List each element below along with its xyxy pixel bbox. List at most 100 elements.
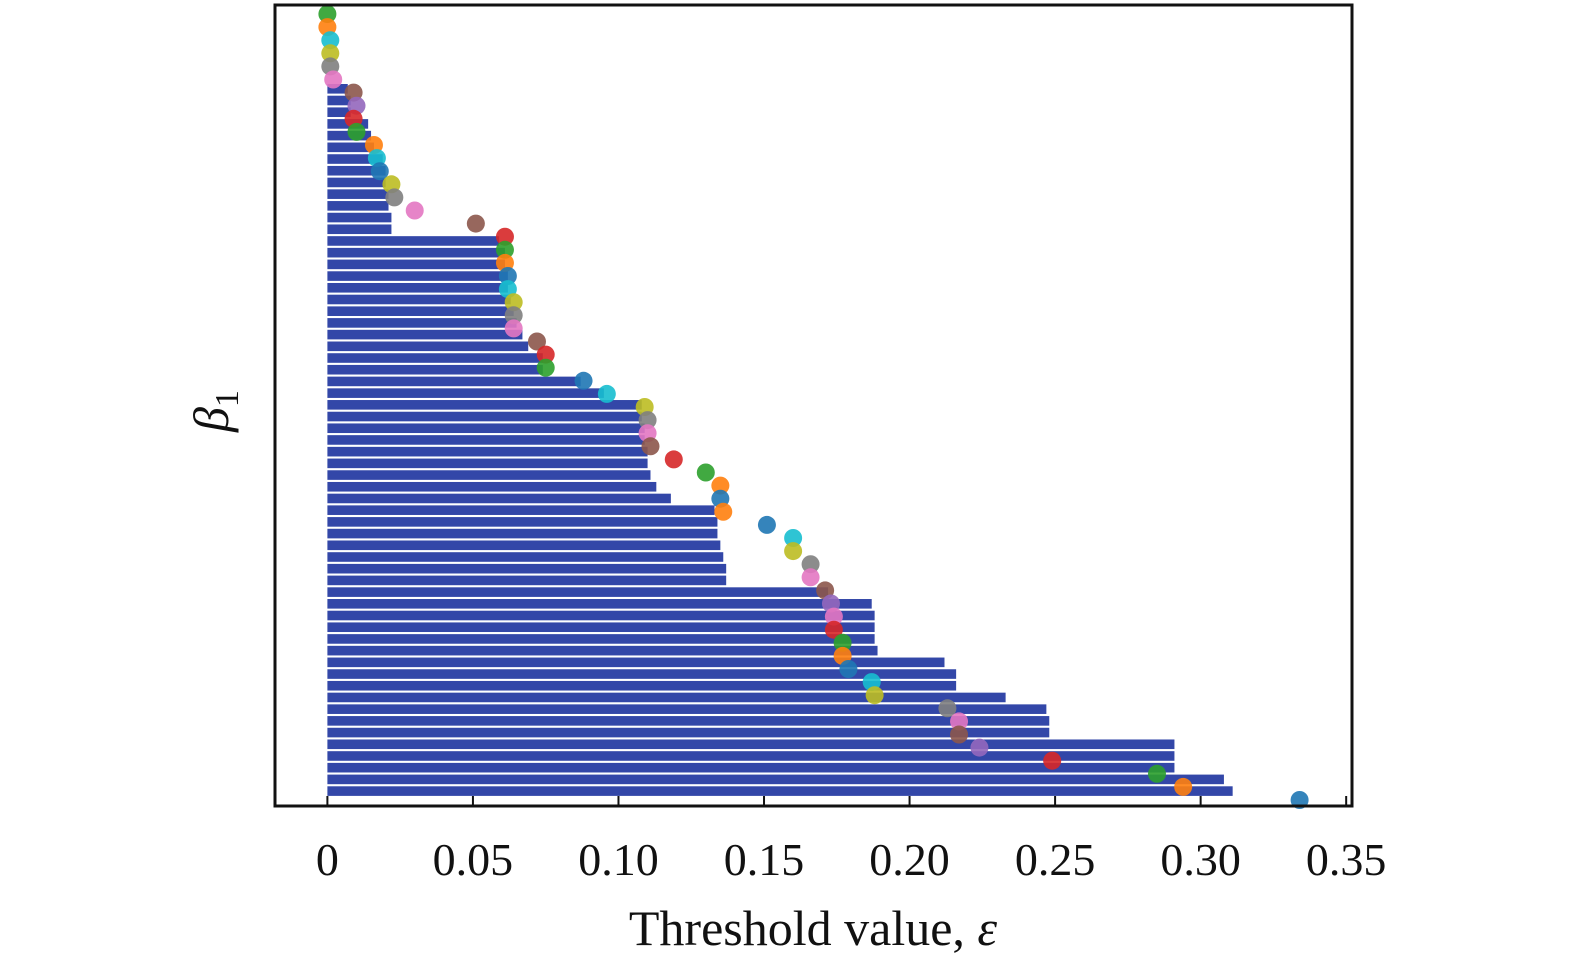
barcode-bar [327,517,718,527]
death-point [1174,777,1193,796]
death-point [318,5,337,23]
x-tick-label: 0.30 [1160,834,1241,885]
barcode-bar [327,669,957,679]
death-point [347,122,366,141]
death-point [1043,751,1062,770]
barcode-bar [327,201,389,211]
barcode-bar [327,107,351,118]
barcode-bar [327,177,386,188]
barcode-bar [327,84,348,94]
death-point [714,502,733,521]
death-point [664,450,683,469]
barcode-bar [327,388,604,398]
barcode-bar [327,236,500,246]
death-point [370,162,389,181]
death-point [385,188,404,207]
death-point [504,306,523,325]
barcode-bar [327,95,351,106]
x-tick-labels: 0 0.05 0.10 0.15 0.20 0.25 0.30 0.35 [316,834,1387,885]
death-point [970,738,989,757]
barcode-bar [327,774,1224,785]
points-layer [318,5,1309,809]
death-point [324,70,343,89]
death-point [950,725,969,744]
death-point [801,555,820,574]
death-point [574,371,593,390]
barcode-bar [327,271,508,281]
death-point [938,699,957,718]
barcode-bar [327,610,875,621]
barcode-bar [327,634,875,644]
death-point [1147,764,1166,783]
barcode-bar [327,341,529,352]
barcode-bar [327,540,721,551]
death-point [950,712,969,731]
death-point [801,568,820,587]
death-point [839,660,858,678]
death-point [504,319,523,338]
barcode-bar [327,657,945,668]
barcode-bar [327,376,581,387]
death-point [641,437,660,456]
death-point [536,358,555,377]
barcode-bar [327,282,508,293]
x-tick-label: 0.05 [433,834,514,885]
barcode-bar [327,739,1175,750]
barcode-bar [327,481,657,492]
barcode-bar [327,247,505,258]
barcode-bar [327,212,392,223]
barcode-bar [327,165,386,176]
death-point [527,332,546,351]
barcode-bar [327,400,642,410]
barcode-bar [327,563,727,574]
plot-frame [273,3,1354,808]
barcode-bar [327,704,1047,714]
x-tick-label: 0.15 [724,834,805,885]
barcode-bar [327,189,389,199]
barcode-bar [327,364,543,375]
death-point [824,620,843,639]
barcode-bar [327,318,517,328]
x-tick-label: 0.25 [1015,834,1096,885]
barcode-bar [327,762,1175,773]
death-point [466,214,485,233]
death-point [321,31,340,50]
death-point [495,240,514,259]
y-axis-title: β1 [183,390,246,433]
barcode-bar [327,224,392,235]
x-tick-label: 0.35 [1306,834,1387,885]
death-point [784,529,803,547]
x-tick-label: 0.20 [869,834,950,885]
death-point [824,607,843,626]
barcode-bar [327,493,671,504]
bars-layer [327,84,1233,796]
death-point [757,515,776,534]
death-point [498,267,517,285]
barcode-bar [327,470,651,480]
barcode-bar [327,587,829,597]
barcode-bar [327,622,875,633]
death-point [495,227,514,246]
x-tick-label: 0 [316,834,339,885]
barcode-bar [327,680,957,691]
barcode-bar [327,423,645,434]
death-point [504,293,523,312]
barcode-bar [327,306,514,316]
death-point [865,686,884,705]
barcode-bar [327,294,511,305]
barcode-bar [327,528,718,539]
barcode-bar [327,727,1050,738]
barcode-bar [327,259,505,270]
x-tick-label: 0.10 [578,834,659,885]
death-point [711,476,730,495]
death-point [405,201,424,220]
barcode-bar [327,575,727,586]
death-point [597,384,616,403]
barcode-bar [327,353,543,363]
barcode-bar [327,692,1006,703]
death-point [638,411,657,430]
death-point [696,463,715,482]
barcode-bar [327,435,645,445]
x-axis-title: Threshold value, ε [629,900,998,956]
